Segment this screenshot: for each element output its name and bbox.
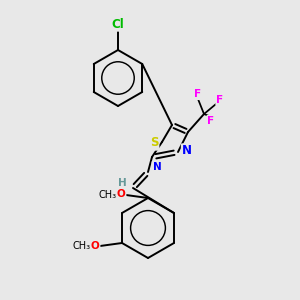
Text: F: F [207, 116, 214, 126]
Text: Cl: Cl [112, 17, 124, 31]
Text: N: N [153, 162, 161, 172]
Text: N: N [182, 145, 192, 158]
Text: O: O [117, 189, 125, 199]
Text: H: H [118, 178, 126, 188]
Text: F: F [216, 95, 224, 105]
Text: S: S [150, 136, 158, 149]
Text: CH₃: CH₃ [73, 241, 91, 251]
Text: F: F [194, 89, 202, 99]
Text: CH₃: CH₃ [99, 190, 117, 200]
Text: O: O [91, 241, 99, 251]
